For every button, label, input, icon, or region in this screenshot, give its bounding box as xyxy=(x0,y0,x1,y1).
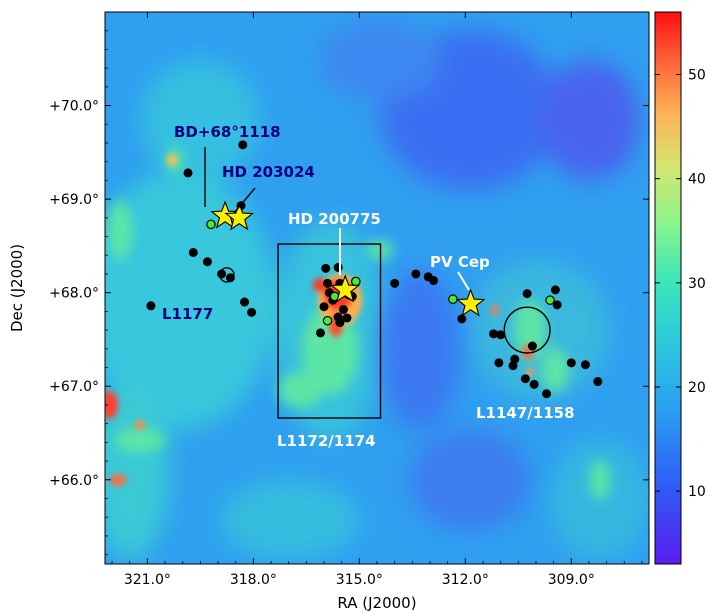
x-tick-label: 309.0° xyxy=(548,572,595,588)
black-point xyxy=(494,358,504,368)
label-l1147-1158: L1147/1158 xyxy=(476,404,575,422)
colorbar-tick-label: 20 xyxy=(688,380,706,396)
star-marker xyxy=(330,274,360,303)
pvcep-pointer-line xyxy=(457,271,470,291)
black-point xyxy=(319,302,329,312)
black-point xyxy=(522,289,532,299)
black-point xyxy=(566,358,576,368)
colorbar xyxy=(654,11,682,565)
y-tick-label: +66.0° xyxy=(49,473,99,489)
label-l1177: L1177 xyxy=(162,305,213,323)
y-tick-label: +70.0° xyxy=(49,99,99,115)
black-point xyxy=(247,307,257,317)
x-tick-label: 321.0° xyxy=(124,572,171,588)
green-point xyxy=(322,315,333,326)
y-tick-label: +67.0° xyxy=(49,379,99,395)
column-density-heatmap xyxy=(105,12,649,564)
black-point xyxy=(390,278,400,288)
y-axis-label: Dec (J2000) xyxy=(8,244,26,332)
black-point xyxy=(457,314,467,324)
colorbar-tick-label: 40 xyxy=(688,172,706,188)
black-point xyxy=(496,330,506,340)
green-point xyxy=(206,219,216,230)
colorbar-tick-label: 50 xyxy=(688,67,706,83)
black-point xyxy=(520,374,530,384)
x-tick-label: 315.0° xyxy=(336,572,383,588)
y-tick-label: +69.0° xyxy=(49,192,99,208)
black-point xyxy=(183,168,193,178)
black-point xyxy=(333,262,343,272)
black-point xyxy=(508,361,518,371)
label-bd-68-1118: BD+68°1118 xyxy=(174,123,281,141)
label-l1172-1174: L1172/1174 xyxy=(277,432,376,450)
black-point xyxy=(225,273,235,283)
black-point xyxy=(315,328,325,338)
black-point xyxy=(240,297,250,307)
black-point xyxy=(552,300,562,310)
black-point xyxy=(580,360,590,370)
label-hd-200775: HD 200775 xyxy=(288,210,381,228)
black-point xyxy=(411,269,421,279)
black-point xyxy=(335,318,345,328)
black-point xyxy=(323,278,333,288)
colorbar-tick-label: 30 xyxy=(688,276,706,292)
black-point xyxy=(338,305,348,315)
black-point xyxy=(550,285,560,295)
green-point xyxy=(448,294,458,305)
green-point xyxy=(351,276,361,287)
black-point xyxy=(429,276,439,286)
black-point xyxy=(527,341,537,351)
black-point xyxy=(593,377,603,387)
green-point xyxy=(545,295,555,305)
x-tick-label: 318.0° xyxy=(230,572,277,588)
x-tick-label: 312.0° xyxy=(442,572,489,588)
label-hd-203024: HD 203024 xyxy=(222,163,315,181)
star-marker xyxy=(455,288,486,317)
hd203024-pointer-line xyxy=(233,187,256,214)
l1147-1158-circle xyxy=(503,306,551,354)
black-point xyxy=(188,247,198,257)
label-pv-cep: PV Cep xyxy=(430,253,490,271)
black-point xyxy=(342,313,352,323)
y-tick-label: +68.0° xyxy=(49,286,99,302)
black-point xyxy=(529,379,539,389)
l1172-1174-box xyxy=(277,243,382,419)
black-point xyxy=(202,257,212,267)
black-point xyxy=(238,140,248,150)
black-point xyxy=(146,301,156,311)
x-axis-label: RA (J2000) xyxy=(337,594,416,612)
colorbar-tick-label: 10 xyxy=(688,484,706,500)
black-point xyxy=(217,269,227,279)
black-point xyxy=(489,329,499,339)
black-point xyxy=(542,389,552,399)
star-marker xyxy=(224,202,255,231)
black-point xyxy=(321,263,331,273)
